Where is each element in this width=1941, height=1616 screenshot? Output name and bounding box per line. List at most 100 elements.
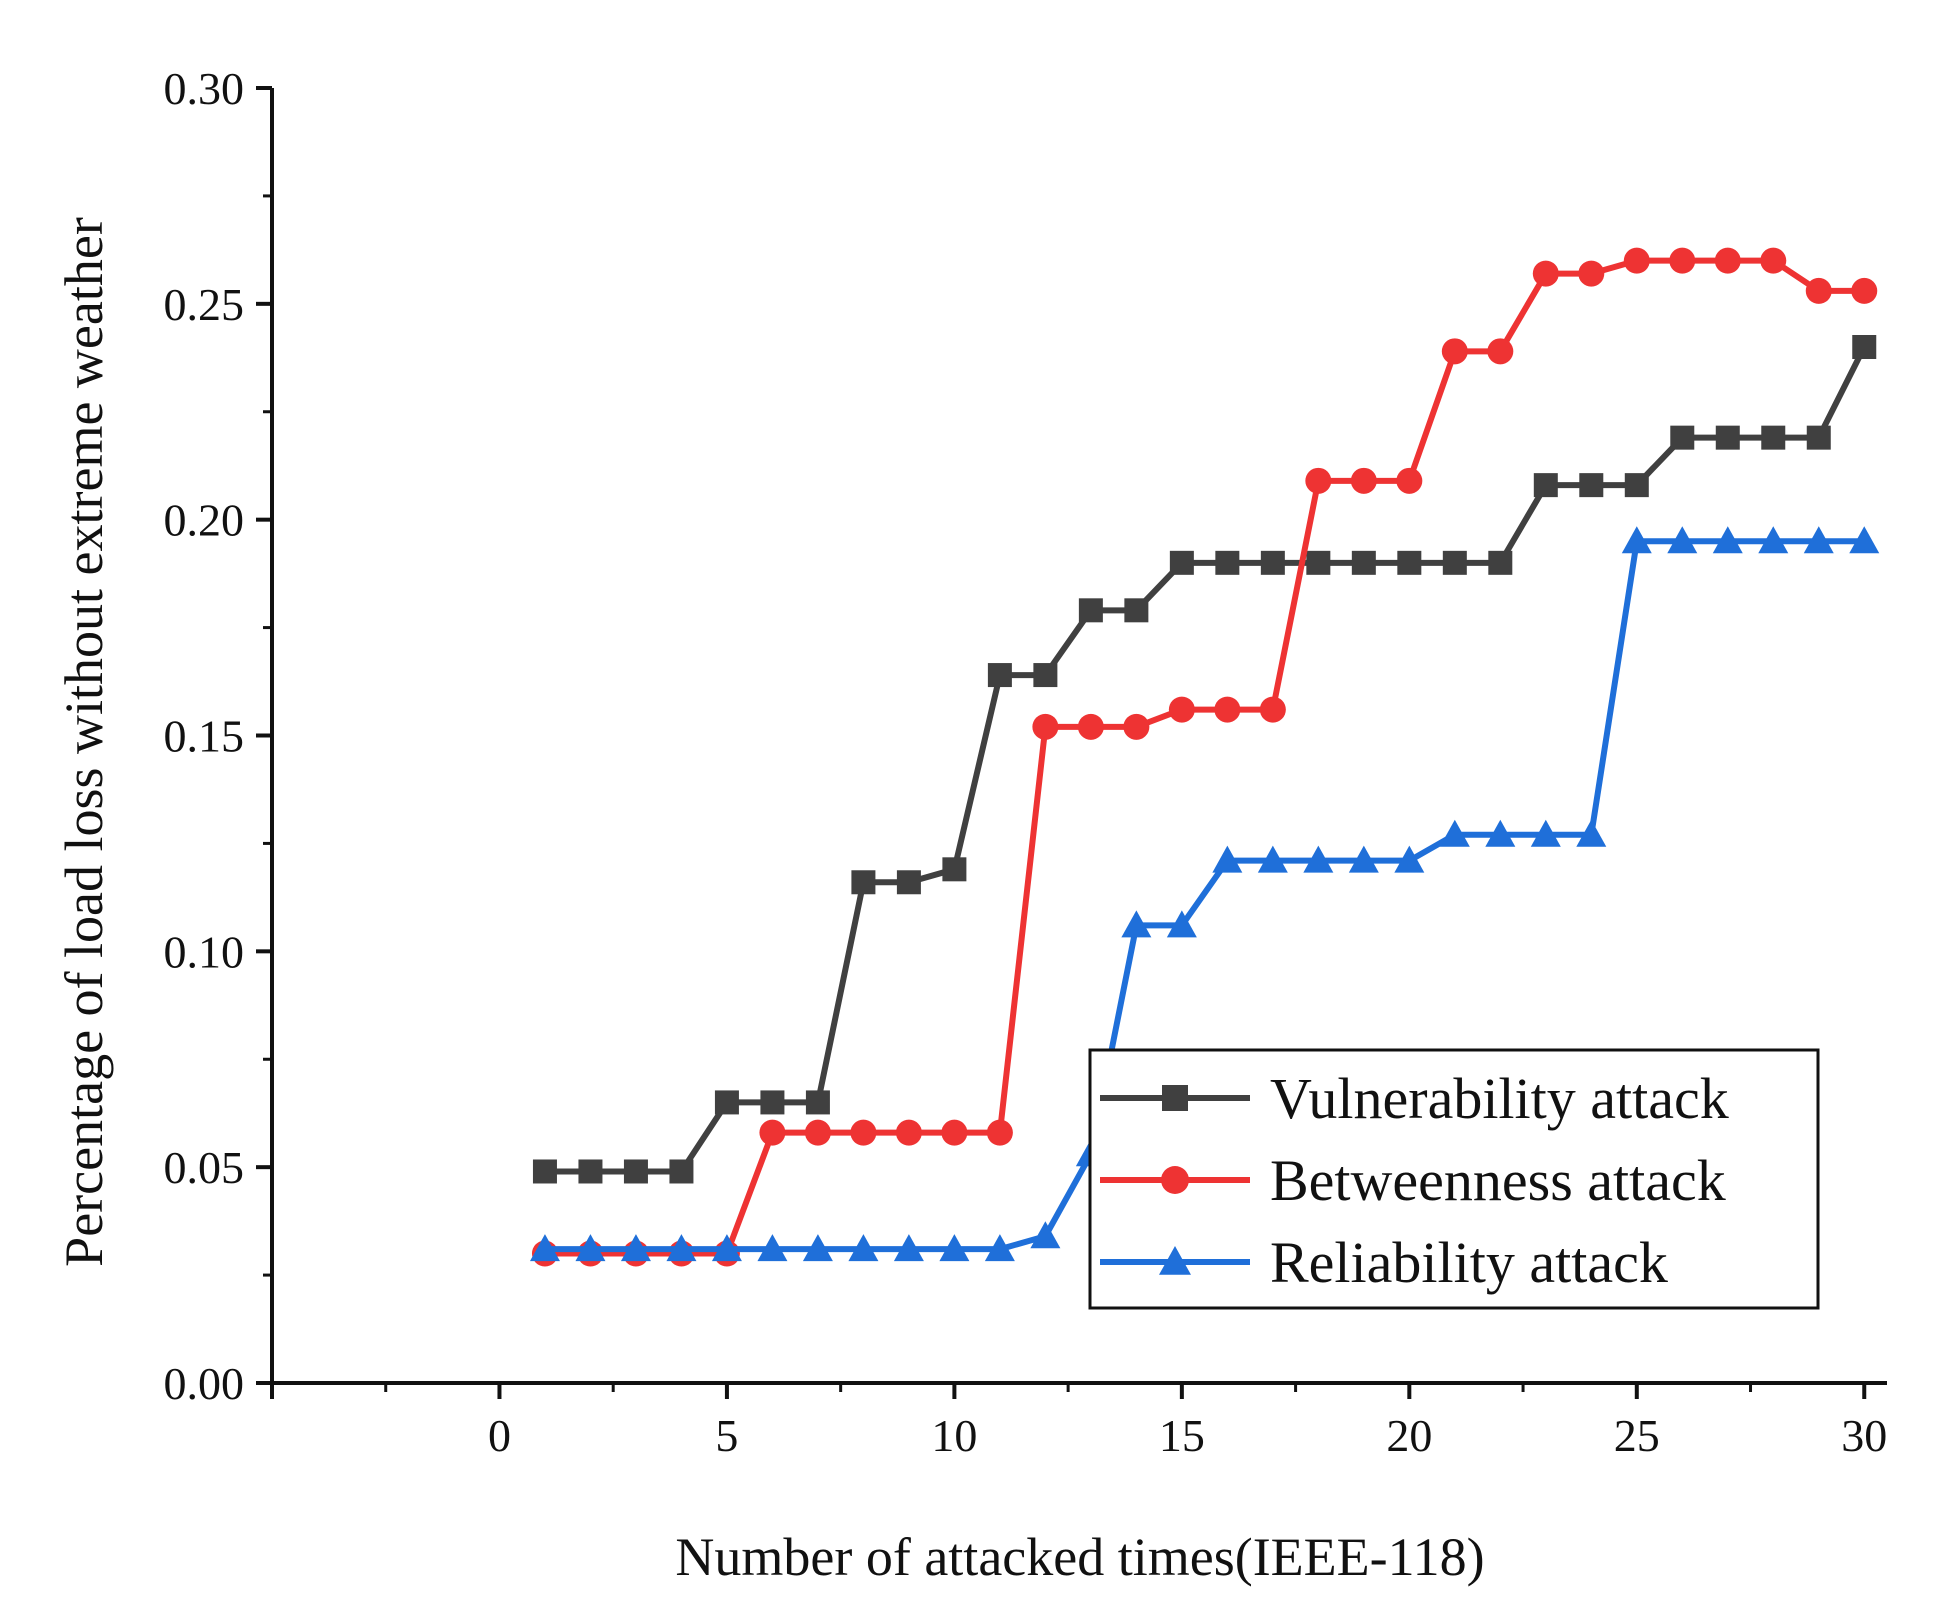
data-point-vulnerability-attack: [896, 870, 921, 895]
data-point-vulnerability-attack: [1124, 598, 1149, 623]
x-tick-label: 10: [931, 1410, 977, 1461]
data-point-betweenness-attack: [1805, 277, 1832, 304]
data-point-reliability-attack: [1621, 526, 1652, 554]
data-point-betweenness-attack: [1350, 467, 1377, 494]
data-point-vulnerability-attack: [714, 1090, 739, 1115]
data-point-reliability-attack: [1212, 845, 1243, 873]
data-point-vulnerability-attack: [1169, 550, 1194, 575]
data-point-reliability-attack: [1439, 819, 1470, 847]
data-point-vulnerability-attack: [805, 1090, 830, 1115]
x-tick-label: 5: [715, 1410, 738, 1461]
data-point-vulnerability-attack: [669, 1159, 694, 1184]
y-tick-label: 0.05: [164, 1142, 245, 1193]
x-axis-title: Number of attacked times(IEEE-118): [675, 1527, 1484, 1587]
legend-marker-vulnerability-attack: [1162, 1085, 1188, 1111]
data-point-reliability-attack: [1030, 1221, 1061, 1249]
data-point-vulnerability-attack: [1351, 550, 1376, 575]
y-axis-title: Percentage of load loss without extreme …: [54, 217, 114, 1267]
data-point-vulnerability-attack: [1442, 550, 1467, 575]
data-point-reliability-attack: [757, 1234, 788, 1262]
data-point-betweenness-attack: [1578, 260, 1605, 287]
data-point-vulnerability-attack: [1624, 473, 1649, 498]
data-point-betweenness-attack: [759, 1119, 786, 1146]
x-tick-label: 20: [1386, 1410, 1432, 1461]
legend-entry-betweenness-attack: Betweenness attack: [1100, 1148, 1726, 1213]
x-tick-label: 30: [1841, 1410, 1887, 1461]
data-point-betweenness-attack: [1396, 467, 1423, 494]
data-point-betweenness-attack: [1851, 277, 1878, 304]
data-point-reliability-attack: [939, 1234, 970, 1262]
data-point-vulnerability-attack: [532, 1159, 557, 1184]
data-point-betweenness-attack: [1623, 247, 1650, 274]
data-point-betweenness-attack: [1441, 338, 1468, 365]
data-point-vulnerability-attack: [760, 1090, 785, 1115]
data-point-betweenness-attack: [1305, 467, 1332, 494]
data-point-reliability-attack: [1803, 526, 1834, 554]
data-point-reliability-attack: [529, 1234, 560, 1262]
y-tick-label: 0.20: [164, 495, 245, 546]
data-point-reliability-attack: [1849, 526, 1880, 554]
data-point-reliability-attack: [1712, 526, 1743, 554]
y-tick-label: 0.00: [164, 1358, 245, 1409]
data-point-reliability-attack: [666, 1234, 697, 1262]
legend-label-vulnerability-attack: Vulnerability attack: [1270, 1066, 1729, 1131]
data-point-reliability-attack: [1121, 910, 1152, 938]
data-point-vulnerability-attack: [1260, 550, 1285, 575]
data-point-vulnerability-attack: [987, 663, 1012, 688]
data-point-reliability-attack: [1576, 819, 1607, 847]
y-tick-label: 0.15: [164, 711, 245, 762]
data-point-reliability-attack: [1348, 845, 1379, 873]
data-point-vulnerability-attack: [1670, 425, 1695, 450]
x-tick-label: 0: [488, 1410, 511, 1461]
data-point-betweenness-attack: [850, 1119, 877, 1146]
data-point-vulnerability-attack: [578, 1159, 603, 1184]
data-point-reliability-attack: [1530, 819, 1561, 847]
data-point-reliability-attack: [984, 1234, 1015, 1262]
data-point-reliability-attack: [1257, 845, 1288, 873]
x-axis: 0 5 10 15 20 25 30: [270, 1383, 1887, 1461]
data-point-betweenness-attack: [1487, 338, 1514, 365]
data-point-reliability-attack: [1667, 526, 1698, 554]
series-line-vulnerability-attack: [544, 345, 1867, 1175]
data-point-vulnerability-attack: [1306, 550, 1331, 575]
series-vulnerability-attack: [532, 335, 1877, 1184]
data-point-vulnerability-attack: [1579, 473, 1604, 498]
data-point-betweenness-attack: [1032, 713, 1059, 740]
data-point-betweenness-attack: [1168, 696, 1195, 723]
series-layer: [529, 247, 1880, 1267]
data-point-betweenness-attack: [1123, 713, 1150, 740]
legend-entry-vulnerability-attack: Vulnerability attack: [1100, 1066, 1729, 1131]
data-point-vulnerability-attack: [1033, 663, 1058, 688]
y-tick-label: 0.10: [164, 926, 245, 977]
legend-marker-reliability-attack: [1159, 1246, 1191, 1275]
data-point-reliability-attack: [1394, 845, 1425, 873]
data-point-vulnerability-attack: [1761, 425, 1786, 450]
data-point-betweenness-attack: [1760, 247, 1787, 274]
legend-label-betweenness-attack: Betweenness attack: [1270, 1148, 1726, 1213]
data-point-vulnerability-attack: [1488, 550, 1513, 575]
data-point-vulnerability-attack: [851, 870, 876, 895]
data-point-vulnerability-attack: [1806, 425, 1831, 450]
data-point-betweenness-attack: [1714, 247, 1741, 274]
data-point-reliability-attack: [1303, 845, 1334, 873]
legend: Vulnerability attack Betweenness attack Re…: [1088, 1048, 1820, 1310]
series-reliability-attack: [529, 526, 1880, 1262]
data-point-betweenness-attack: [804, 1119, 831, 1146]
data-point-betweenness-attack: [1259, 696, 1286, 723]
x-tick-label: 25: [1614, 1410, 1660, 1461]
data-point-reliability-attack: [1485, 819, 1516, 847]
data-point-vulnerability-attack: [623, 1159, 648, 1184]
data-point-vulnerability-attack: [1215, 550, 1240, 575]
data-point-reliability-attack: [802, 1234, 833, 1262]
legend-label-reliability-attack: Reliability attack: [1270, 1230, 1668, 1295]
x-tick-label: 15: [1159, 1410, 1205, 1461]
data-point-reliability-attack: [1166, 910, 1197, 938]
data-point-reliability-attack: [893, 1234, 924, 1262]
data-point-reliability-attack: [575, 1234, 606, 1262]
data-point-reliability-attack: [848, 1234, 879, 1262]
data-point-betweenness-attack: [1077, 713, 1104, 740]
data-point-betweenness-attack: [895, 1119, 922, 1146]
data-point-betweenness-attack: [986, 1119, 1013, 1146]
legend-entry-reliability-attack: Reliability attack: [1100, 1230, 1668, 1295]
